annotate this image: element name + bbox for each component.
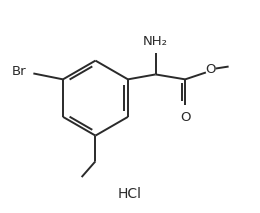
Text: O: O [206, 63, 216, 76]
Text: NH₂: NH₂ [143, 35, 168, 48]
Text: Br: Br [11, 65, 26, 78]
Text: HCl: HCl [118, 187, 142, 201]
Text: O: O [180, 111, 190, 124]
